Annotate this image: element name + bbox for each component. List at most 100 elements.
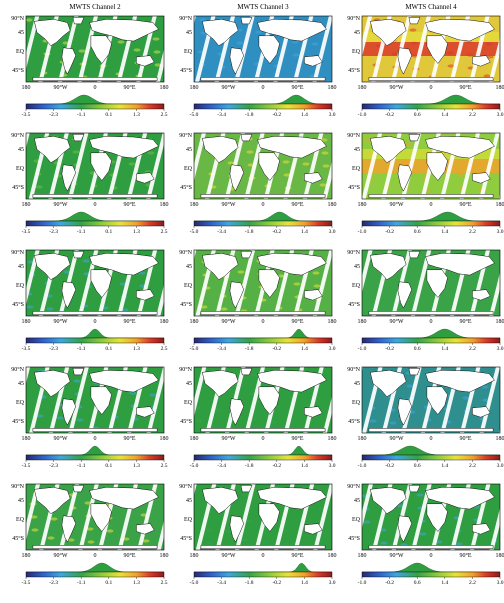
continent-outline: [368, 77, 494, 81]
continent-outline: [32, 77, 158, 81]
lat-label: 45°S: [12, 67, 24, 74]
continent-outline: [397, 47, 412, 75]
continent-outline: [472, 406, 491, 418]
continent-outline: [304, 523, 323, 535]
continent-outline: [425, 19, 495, 42]
continent-outline: [408, 134, 421, 142]
colorbar-tick-label: 1.4: [441, 580, 448, 586]
lon-label: 90°W: [221, 318, 235, 325]
continent-outline: [72, 368, 85, 376]
lon-label: 180: [358, 85, 367, 91]
continent-outline: [89, 253, 159, 276]
lat-label: 45: [18, 264, 24, 270]
continent-outline: [258, 269, 280, 298]
colorbar-tick-label: -2.3: [49, 463, 58, 469]
continent-outline: [425, 370, 495, 393]
colorbar-tick-label: -1.0: [358, 463, 367, 469]
lat-label: EQ: [16, 166, 25, 172]
lon-label: 90°E: [123, 201, 135, 208]
lon-label: 180: [160, 85, 169, 91]
lon-label: 180: [160, 202, 169, 208]
lat-label: 45°S: [12, 301, 24, 308]
colorbar-tick-label: 1.4: [441, 346, 448, 352]
continent-outline: [32, 545, 158, 549]
colorbar-tick-label: 1.4: [301, 112, 308, 118]
continent-outline: [304, 55, 323, 67]
colorbar-tick-label: -1.0: [358, 229, 367, 235]
lat-label: EQ: [352, 49, 361, 55]
colorbar-tick-label: 3.0: [329, 580, 336, 586]
continent-outline: [426, 35, 448, 64]
colorbar: [193, 103, 333, 110]
lat-label: 45: [354, 264, 360, 270]
histogram: [194, 211, 332, 222]
continent-outline: [201, 253, 239, 281]
map-panel: 90°N 45 EQ 45°S 180 90°W 0 90°E 180 -1.0 -0.2 0.6 1.…: [347, 483, 504, 586]
continent-outline: [32, 194, 158, 198]
lat-label: 90°N: [11, 249, 24, 256]
continent-outline: [397, 281, 412, 309]
continent-outline: [425, 136, 495, 159]
colorbar-tick-label: -5.0: [190, 112, 199, 118]
continent-outline: [408, 368, 421, 376]
lat-label: 45°S: [12, 418, 24, 425]
colorbar: [25, 571, 165, 578]
colorbar-tick-label: -5.0: [190, 229, 199, 235]
colorbar-tick-label: 1.4: [301, 463, 308, 469]
lat-label: 90°N: [11, 132, 24, 139]
colorbar-tick-label: -3.5: [22, 229, 31, 235]
continent-outline: [257, 19, 327, 42]
colorbar-tick-label: -1.1: [77, 229, 86, 235]
lon-label: 90°E: [459, 435, 471, 442]
map-frame: [25, 366, 165, 434]
lon-label: 180: [496, 553, 504, 559]
lon-label: 180: [22, 202, 31, 208]
colorbar: [25, 337, 165, 344]
continent-outline: [258, 386, 280, 415]
map-panel: 90°N 45 EQ 45°S 180 90°W 0 90°E 180 -3.5 -2.3 -1.1 0…: [11, 366, 168, 469]
colorbar-tick-label: -0.2: [385, 463, 394, 469]
lon-label: 90°W: [53, 84, 67, 91]
histogram: [362, 211, 500, 222]
lon-label: 180: [190, 436, 199, 442]
map-frame: [193, 249, 333, 317]
colorbar: [361, 220, 501, 227]
continent-outline: [229, 47, 244, 75]
continent-outline: [201, 370, 239, 398]
histogram: [362, 328, 500, 339]
lon-label: 90°W: [389, 318, 403, 325]
continent-outline: [408, 251, 421, 259]
colorbar: [25, 220, 165, 227]
continent-outline: [33, 370, 71, 398]
lon-label: 180: [22, 436, 31, 442]
continent-outline: [61, 281, 76, 309]
map-panel: 90°N 45 EQ 45°S 180 90°W 0 90°E 180 -5.0 -3.4 -1.8 -…: [179, 483, 336, 586]
map-frame: [25, 132, 165, 200]
map-panel: 90°N 45 EQ 45°S 180 90°W 0 90°E 180 -1.0 -0.2 0.6 1.…: [347, 249, 504, 352]
lon-label: 90°E: [291, 435, 303, 442]
colorbar-tick-label: 2.5: [161, 346, 168, 352]
lat-label: 90°N: [347, 366, 360, 373]
continent-outline: [397, 398, 412, 426]
lat-label: 45°S: [12, 184, 24, 191]
continent-outline: [61, 398, 76, 426]
colorbar-tick-label: 1.3: [133, 580, 140, 586]
map-panel: 90°N 45 EQ 45°S 180 90°W 0 90°E 180 -5.0 -3.4 -1.8 -…: [179, 249, 336, 352]
continent-outline: [240, 251, 253, 259]
map-frame: [193, 366, 333, 434]
lat-label: 45: [354, 498, 360, 504]
lon-label: 90°E: [123, 84, 135, 91]
colorbar-tick-label: -2.3: [49, 580, 58, 586]
lon-label: 180: [190, 553, 199, 559]
continent-outline: [200, 194, 326, 198]
colorbar-tick-label: -1.1: [77, 463, 86, 469]
lat-label: 45: [18, 498, 24, 504]
map-panel: 90°N 45 EQ 45°S 180 90°W 0 90°E 180 -3.5 -2.3 -1.1 0…: [11, 249, 168, 352]
lat-label: EQ: [184, 517, 193, 523]
continent-outline: [426, 269, 448, 298]
lat-label: 45: [18, 381, 24, 387]
map-frame: [361, 366, 501, 434]
colorbar: [193, 337, 333, 344]
lat-label: 45: [18, 30, 24, 36]
